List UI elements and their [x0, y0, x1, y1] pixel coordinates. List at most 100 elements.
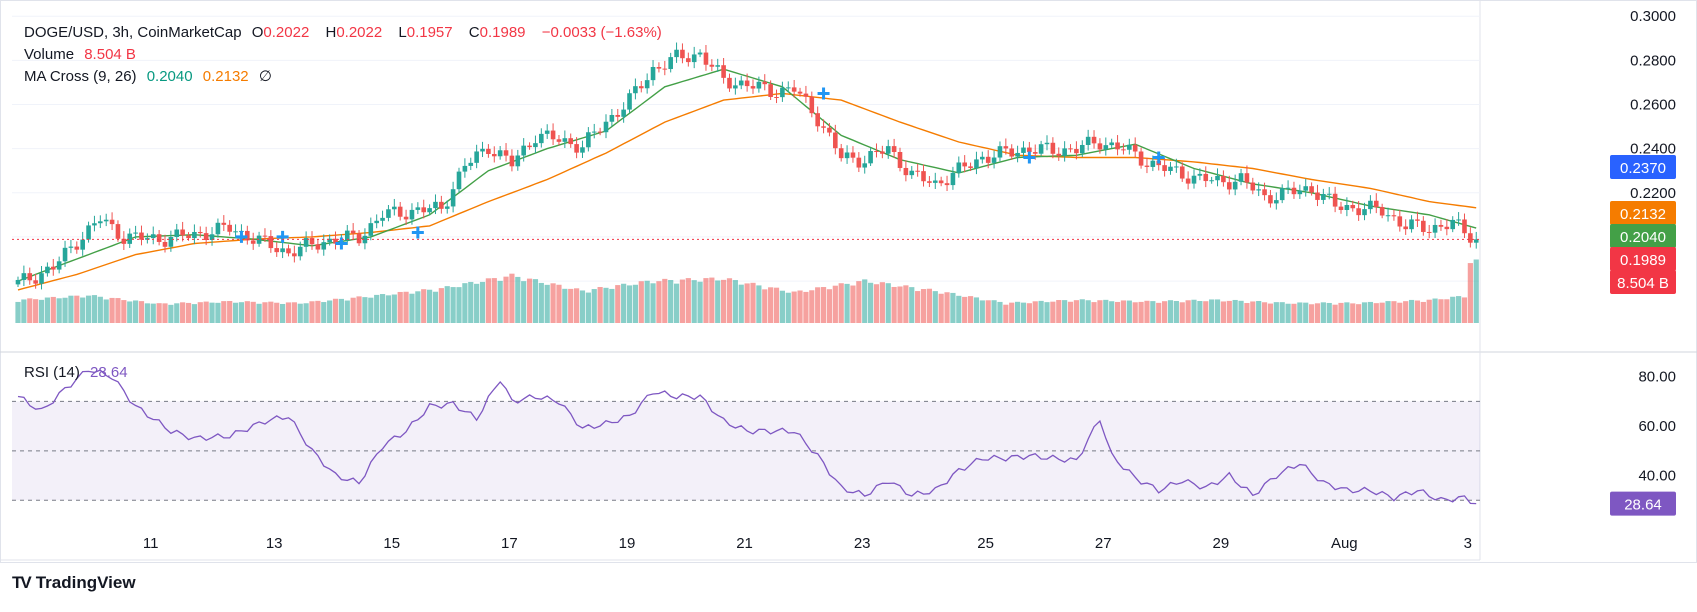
candle-body [392, 206, 397, 210]
time-tick-label: 29 [1212, 535, 1229, 552]
volume-bar [244, 301, 250, 323]
volume-bar [303, 303, 309, 323]
candle-body [115, 224, 121, 239]
candle-body [45, 266, 50, 274]
volume-bar [1438, 299, 1444, 323]
candle-body [380, 217, 385, 221]
candle-body [15, 279, 21, 285]
volume-bar [485, 278, 491, 323]
volume-bar [726, 278, 733, 323]
tradingview-name: TradingView [35, 573, 136, 592]
volume-bar [503, 276, 509, 323]
rsi-title[interactable]: RSI (14) [24, 364, 80, 381]
candle-body [891, 146, 897, 152]
candle-body [838, 148, 844, 159]
volume-bar [967, 296, 974, 323]
candle-body [544, 130, 550, 134]
volume-bar [862, 279, 868, 323]
candle-body [327, 238, 332, 243]
candle-body [1138, 151, 1144, 166]
symbol-title[interactable]: DOGE/USD, 3h, CoinMarketCap [24, 24, 242, 41]
candle-body [897, 151, 903, 168]
volume-bar [997, 301, 1003, 323]
candle-body [1021, 147, 1026, 153]
candle-body [203, 233, 209, 240]
candle-body [1426, 231, 1432, 233]
volume-bar [938, 293, 944, 323]
candle-body [1450, 219, 1456, 230]
volume-bar [27, 298, 33, 323]
volume-bar [1456, 296, 1462, 323]
ma-fast-value-label-bg [1610, 224, 1676, 248]
ma-title[interactable]: MA Cross (9, 26) [24, 68, 137, 85]
candle-body [1432, 224, 1438, 233]
volume-bar [521, 281, 527, 323]
volume-bar [1291, 303, 1297, 323]
volume-bar [209, 302, 215, 323]
volume-bar [703, 278, 709, 323]
candle-body [439, 201, 444, 209]
volume-title[interactable]: Volume [24, 46, 75, 63]
volume-bar [879, 282, 885, 323]
candle-body [868, 151, 873, 164]
volume-bar [185, 302, 192, 323]
candle-body [486, 148, 491, 154]
candle-body [609, 114, 615, 122]
candle-body [292, 253, 297, 257]
volume-bar [456, 287, 462, 323]
volume-bar [626, 285, 633, 323]
time-tick-label: 15 [383, 535, 400, 552]
rsi-tick-label: 40.00 [1638, 468, 1676, 485]
candle-body [309, 238, 315, 245]
candle-body [627, 93, 632, 110]
volume-bar [556, 284, 562, 323]
candle-body [1456, 219, 1461, 221]
candle-body [103, 219, 109, 222]
volume-bar [1367, 301, 1373, 323]
candle-body [421, 207, 427, 213]
candle-body [139, 232, 144, 240]
volume-bar [1038, 300, 1044, 323]
candle-body [197, 231, 203, 234]
candle-body [1244, 173, 1250, 183]
candle-body [268, 236, 274, 249]
candle-body [644, 80, 650, 89]
candle-body [1421, 220, 1426, 232]
volume-bar [344, 300, 350, 323]
volume-bar [815, 287, 821, 323]
volume-bar [232, 302, 239, 323]
candle-body [803, 93, 809, 97]
volume-bar [162, 303, 168, 323]
candle-body [98, 221, 103, 224]
volume-bar [1009, 302, 1015, 323]
candle-body [1209, 180, 1214, 182]
candle-body [750, 86, 756, 89]
volume-bar [597, 287, 603, 323]
candle-body [27, 273, 33, 281]
candle-body [1303, 186, 1309, 191]
volume-bar [1020, 302, 1027, 323]
candle-body [1309, 186, 1314, 193]
candle-body [1403, 226, 1408, 230]
candle-body [444, 206, 450, 209]
time-tick-label: 3 [1464, 535, 1472, 552]
rsi-tick-label: 80.00 [1638, 369, 1676, 386]
volume-bar [891, 286, 897, 323]
volume-bar [115, 298, 121, 323]
volume-bar [62, 297, 68, 323]
volume-bar [1179, 302, 1185, 323]
candle-body [297, 246, 303, 257]
open-label: O [251, 24, 264, 41]
candle-body [1203, 173, 1209, 182]
volume-bar [1403, 301, 1409, 323]
candle-body [780, 87, 785, 98]
volume-bar [197, 302, 203, 323]
candle-body [991, 157, 997, 163]
candle-body [192, 231, 197, 239]
volume-bar [1461, 297, 1468, 323]
candle-body [92, 223, 97, 226]
volume-bar [74, 295, 80, 323]
candle-body [497, 150, 503, 157]
tradingview-brand[interactable]: TV TradingView [12, 573, 136, 593]
candle-body [809, 96, 815, 114]
